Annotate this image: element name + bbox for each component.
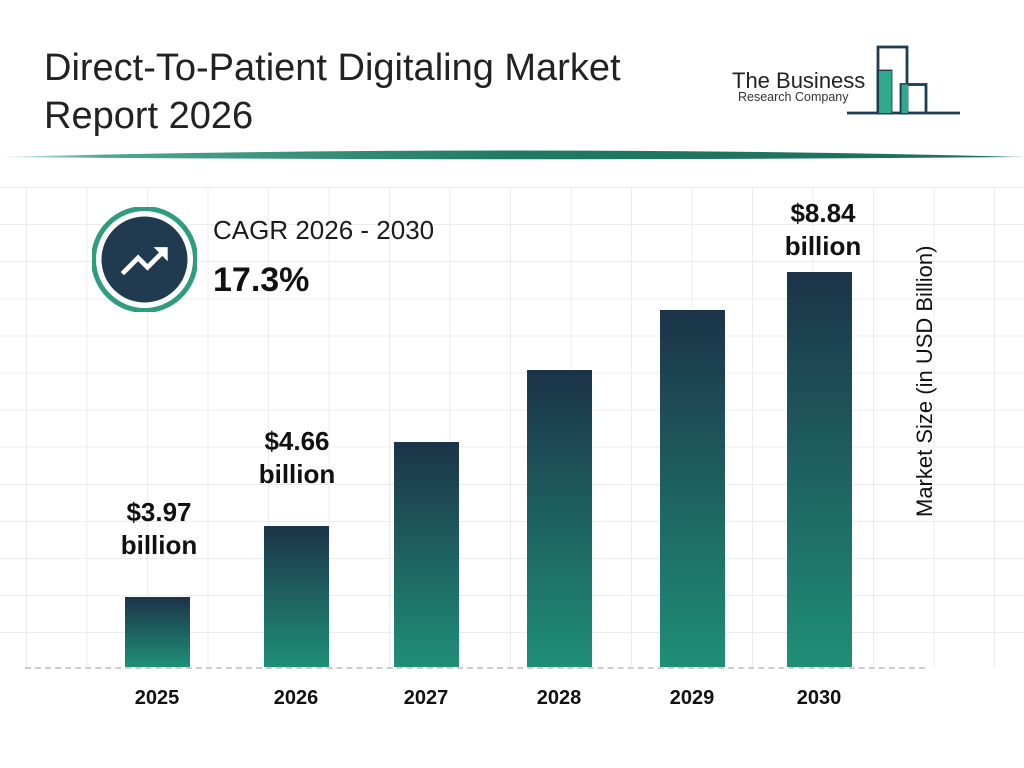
svg-text:Research Company: Research Company xyxy=(738,90,849,104)
